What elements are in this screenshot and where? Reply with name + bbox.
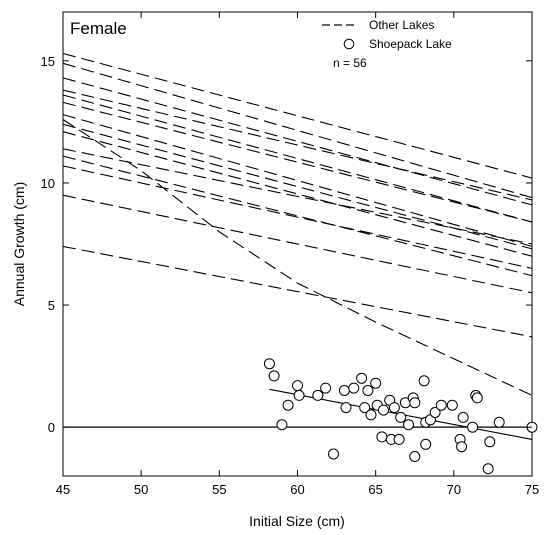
legend-circle-swatch <box>343 38 355 50</box>
shoepack-point-15 <box>362 385 374 396</box>
shoepack-point-11 <box>340 402 352 414</box>
x-tick-label-75: 75 <box>525 482 539 497</box>
other-lakes-line-4 <box>62 89 533 201</box>
shoepack-point-9 <box>328 448 339 460</box>
y-tick-label-5: 5 <box>48 298 55 313</box>
shoepack-point-29 <box>409 397 421 409</box>
legend-note: n = 56 <box>333 56 367 70</box>
x-tick-label-60: 60 <box>290 482 304 497</box>
x-tick-label-50: 50 <box>134 482 148 497</box>
shoepack-point-45 <box>484 436 496 448</box>
shoepack-point-46 <box>493 416 505 428</box>
other-lakes-line-14 <box>62 245 533 338</box>
shoepack-point-3 <box>276 419 288 431</box>
shoepack-point-7 <box>312 389 324 401</box>
axes-layer: 45 50 55 60 65 70 75 0 5 10 15 <box>41 12 539 497</box>
shoepack-point-36 <box>435 399 447 411</box>
shoepack-point-39 <box>456 441 468 453</box>
shoepack-point-2 <box>268 370 280 382</box>
shoepack-point-5 <box>292 380 303 392</box>
other-lakes-line-1 <box>62 52 533 179</box>
shoepack-point-37 <box>446 399 458 411</box>
other-lakes-line-10 <box>62 148 533 245</box>
shoepack-point-30 <box>409 451 421 462</box>
x-tick-label-70: 70 <box>447 482 461 497</box>
x-tick-label-55: 55 <box>212 482 226 497</box>
shoepack-point-20 <box>378 404 389 416</box>
shoepack-point-24 <box>395 411 407 423</box>
other-lakes-line-9 <box>62 131 533 257</box>
shoepack-point-14 <box>359 402 371 414</box>
y-tick-label-15: 15 <box>41 54 55 69</box>
shoepack-point-41 <box>467 421 479 433</box>
other-lakes-line-13 <box>62 194 533 294</box>
other-lakes-line-7 <box>62 114 533 247</box>
shoepack-point-44 <box>482 463 494 475</box>
other-lakes-line-15 <box>62 119 533 396</box>
other-lakes-line-5 <box>62 94 533 223</box>
shoepack-point-16 <box>365 409 377 421</box>
shoepack-point-23 <box>388 402 400 414</box>
other-lakes-line-2 <box>62 62 533 199</box>
series-layer <box>62 52 538 475</box>
shoepack-point-1 <box>263 358 275 370</box>
chart-title: Female <box>70 19 127 38</box>
x-tick-label-65: 65 <box>368 482 382 497</box>
other-lakes-line-12 <box>62 165 533 269</box>
other-lakes-line-8 <box>62 123 533 250</box>
other-lakes-line-11 <box>62 155 533 277</box>
legend-label-other-lakes: Other Lakes <box>369 18 434 32</box>
other-lakes-line-6 <box>62 101 533 223</box>
shoepack-point-17 <box>370 377 382 389</box>
y-tick-label-0: 0 <box>48 420 55 435</box>
y-tick-label-10: 10 <box>41 176 55 191</box>
shoepack-point-13 <box>356 372 368 384</box>
shoepack-point-6 <box>293 389 305 401</box>
shoepack-point-8 <box>320 382 332 394</box>
y-axis-label: Annual Growth (cm) <box>11 182 27 306</box>
legend-label-shoepack-lake: Shoepack Lake <box>369 37 452 51</box>
x-tick-label-45: 45 <box>56 482 70 497</box>
shoepack-point-43 <box>471 392 483 404</box>
shoepack-point-19 <box>376 431 388 443</box>
legend: Other Lakes Shoepack Lake n = 56 <box>322 18 452 70</box>
shoepack-point-40 <box>457 411 469 423</box>
shoepack-point-12 <box>348 382 360 394</box>
shoepack-point-35 <box>429 407 441 418</box>
shoepack-point-27 <box>403 419 414 431</box>
other-lakes-line-3 <box>62 77 533 206</box>
shoepack-point-31 <box>418 375 430 387</box>
shoepack-point-4 <box>282 399 294 411</box>
shoepack-point-25 <box>393 433 405 445</box>
x-axis-label: Initial Size (cm) <box>249 513 345 529</box>
shoepack-point-10 <box>338 385 350 396</box>
shoepack-point-33 <box>420 438 432 450</box>
